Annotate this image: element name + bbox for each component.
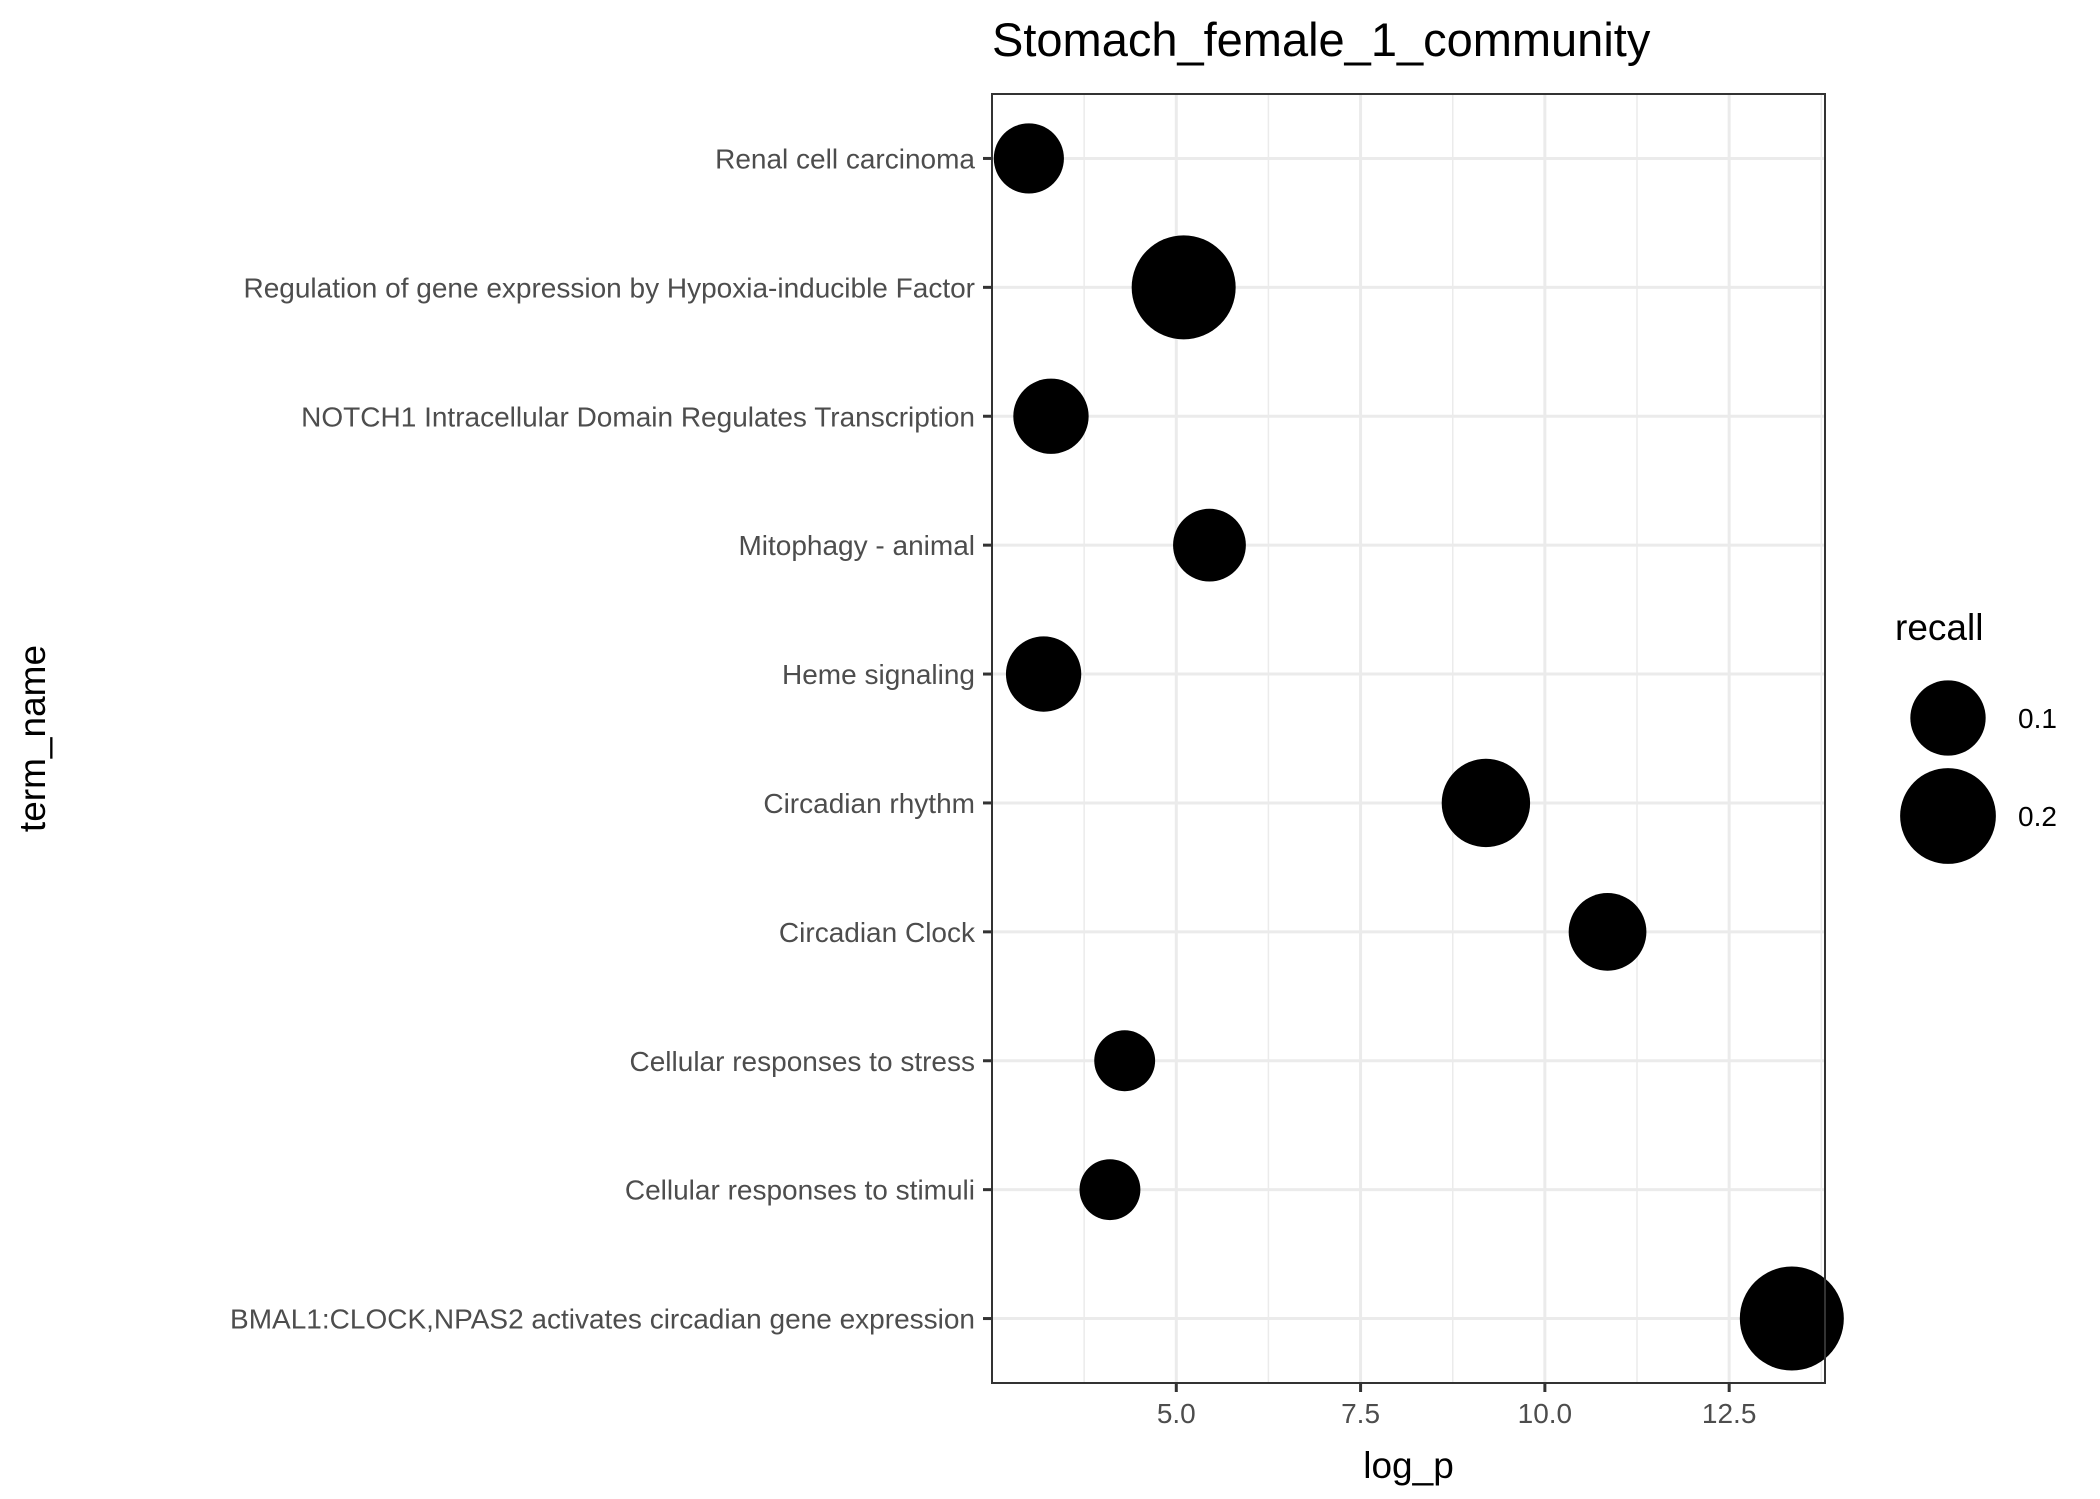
data-point [993, 123, 1064, 194]
x-tick-label: 10.0 [1518, 1398, 1573, 1429]
y-axis-title: term_name [12, 645, 53, 832]
x-tick-label: 7.5 [1341, 1398, 1380, 1429]
y-tick-label: Circadian rhythm [763, 788, 975, 819]
legend-label: 0.1 [2018, 703, 2057, 734]
y-axis: Renal cell carcinoma Regulation of gene e… [230, 143, 992, 1335]
legend-key [1900, 768, 1996, 864]
data-point [1013, 378, 1089, 454]
y-tick-label: Renal cell carcinoma [715, 143, 975, 174]
x-tick-label: 5.0 [1157, 1398, 1196, 1429]
y-tick-label: Cellular responses to stimuli [625, 1175, 975, 1206]
y-tick-label: Circadian Clock [779, 917, 976, 948]
y-tick-label: Mitophagy - animal [738, 530, 975, 561]
data-point [1005, 636, 1082, 712]
data-points [993, 123, 1844, 1371]
x-axis-title: log_p [1363, 1445, 1454, 1486]
y-tick-label: Cellular responses to stress [630, 1046, 975, 1077]
data-point [1568, 892, 1647, 971]
y-tick-label: BMAL1:CLOCK,NPAS2 activates circadian ge… [230, 1304, 975, 1335]
chart-title: Stomach_female_1_community [992, 13, 1651, 66]
y-tick-label: NOTCH1 Intracellular Domain Regulates Tr… [301, 401, 975, 432]
x-axis: 5.0 7.5 10.0 12.5 [1157, 1383, 1757, 1429]
data-point [1441, 758, 1531, 848]
data-point [1173, 508, 1246, 582]
panel-border [991, 93, 1826, 1384]
data-point [1094, 1030, 1156, 1092]
y-tick-label: Heme signaling [782, 659, 975, 690]
y-tick-label: Regulation of gene expression by Hypoxia… [243, 272, 975, 303]
x-tick-label: 12.5 [1702, 1398, 1757, 1429]
legend-label: 0.2 [2018, 801, 2057, 832]
legend: recall 0.1 0.2 [1895, 607, 2057, 864]
data-point [1131, 235, 1236, 340]
data-point [1079, 1159, 1141, 1221]
legend-title: recall [1895, 607, 1983, 648]
data-point [1739, 1266, 1844, 1371]
legend-key [1910, 680, 1986, 756]
